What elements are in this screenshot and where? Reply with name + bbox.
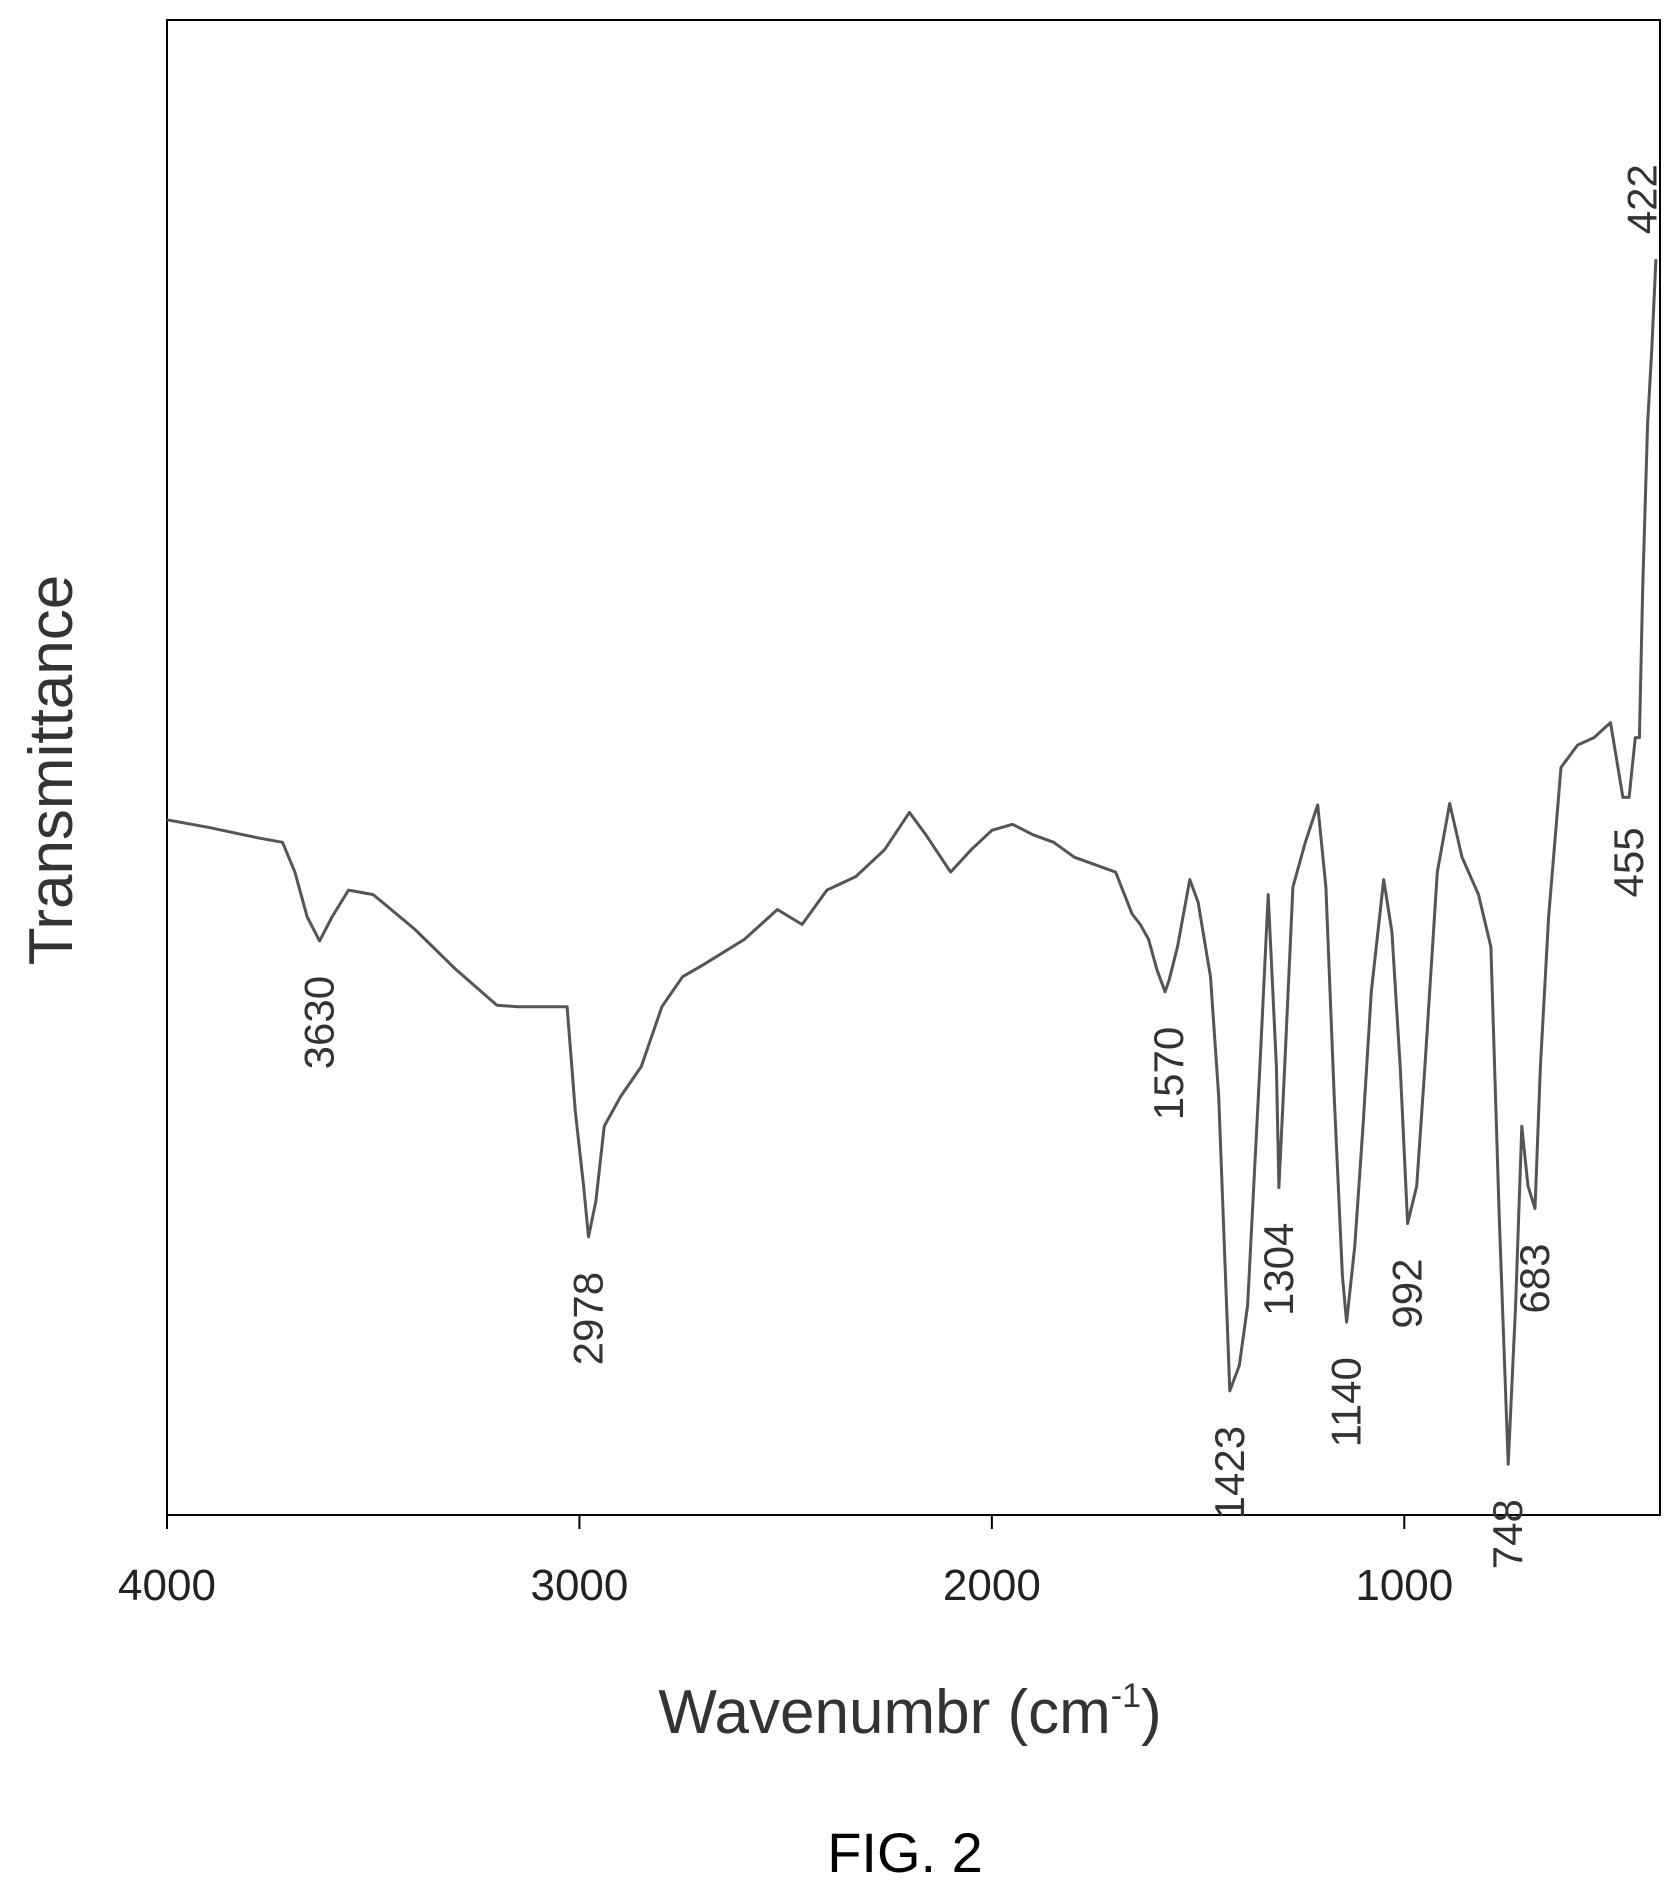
plot-frame xyxy=(166,19,1661,1516)
x-tick-label: 3000 xyxy=(530,1561,628,1610)
peak-label: 422 xyxy=(1619,164,1666,234)
x-axis-ticks: 4000 3000 2000 1000 xyxy=(118,1515,1453,1610)
spectrum-line xyxy=(166,259,1658,1466)
peak-label: 2978 xyxy=(565,1272,612,1365)
peak-label: 455 xyxy=(1605,827,1652,897)
x-axis-title-main: Wavenumbr (cm xyxy=(658,1678,1110,1747)
x-axis-title-close: ) xyxy=(1141,1678,1162,1747)
x-tick-label: 2000 xyxy=(943,1561,1041,1610)
peak-label: 1570 xyxy=(1145,1027,1192,1120)
y-axis-title: Transmittance xyxy=(17,575,86,966)
figure-caption: FIG. 2 xyxy=(827,1821,983,1884)
x-tick-label: 1000 xyxy=(1355,1561,1453,1610)
peak-label: 683 xyxy=(1511,1244,1558,1314)
peak-label: 992 xyxy=(1384,1259,1431,1329)
x-axis-title: Wavenumbr (cm-1) xyxy=(658,1677,1161,1747)
peak-label: 1140 xyxy=(1323,1357,1370,1447)
peak-labels: 3630 2978 1570 1423 1304 1140 992 748 683 455 422 xyxy=(296,164,1666,1569)
peak-label: 1423 xyxy=(1206,1426,1253,1519)
peak-label: 748 xyxy=(1484,1499,1531,1569)
x-tick-label: 4000 xyxy=(118,1561,216,1610)
peak-label: 3630 xyxy=(296,976,343,1069)
peak-label: 1304 xyxy=(1255,1223,1302,1316)
x-axis-title-superscript: -1 xyxy=(1111,1677,1141,1715)
